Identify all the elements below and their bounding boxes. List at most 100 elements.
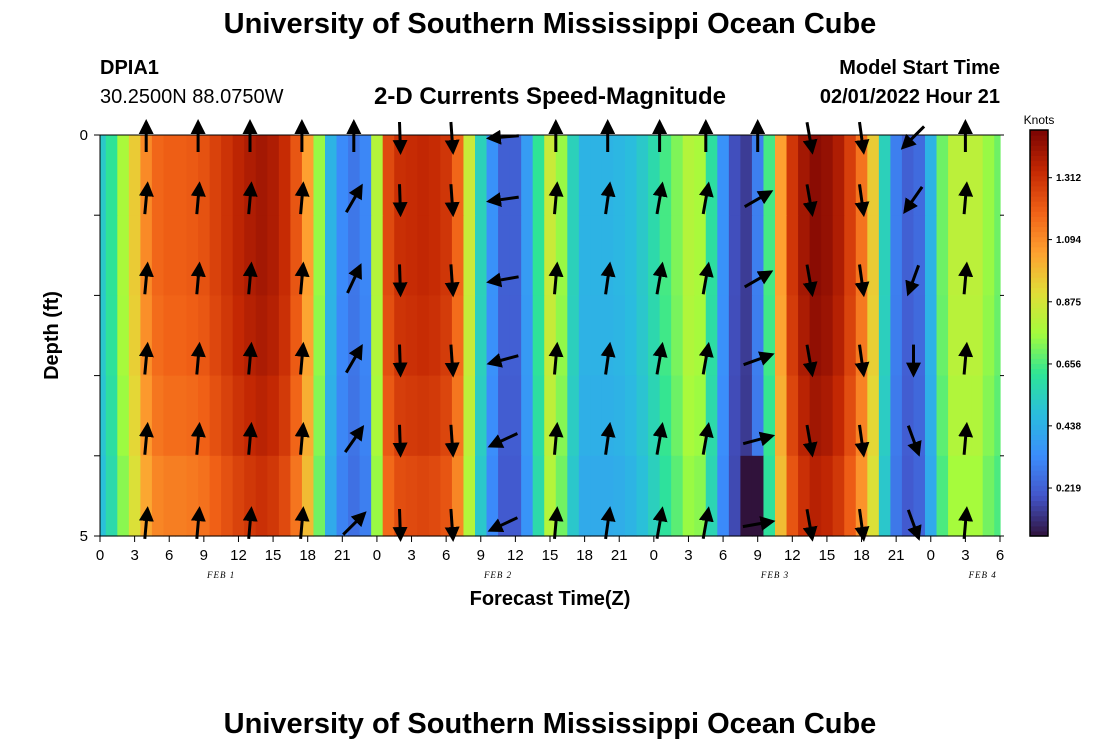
colorbar-tick-label: 0.438 (1056, 421, 1081, 432)
heatmap-cell (567, 215, 580, 296)
heatmap-cell (440, 295, 453, 377)
colorbar-segment (1030, 165, 1048, 172)
y-tick-label: 0 (80, 127, 88, 144)
current-vector-arrow (900, 125, 926, 150)
heatmap-cell (509, 375, 522, 457)
colorbar-segment (1030, 439, 1048, 446)
colorbar-segment (1030, 333, 1048, 339)
heatmap-cell (751, 375, 765, 457)
heatmap-cell (636, 135, 649, 216)
heatmap-cell (221, 135, 234, 216)
heatmap-cell (867, 135, 880, 216)
heatmap-cell (221, 455, 234, 537)
heatmap-cell (555, 295, 568, 377)
current-vector-arrow (345, 344, 363, 374)
current-vector-arrow (138, 181, 154, 215)
colorbar-segment (1030, 353, 1048, 359)
heatmap-cell (809, 295, 822, 377)
heatmap-cell (740, 135, 753, 216)
colorbar-segment (1030, 404, 1048, 410)
heatmap-cell (555, 135, 568, 216)
heatmap-cell (117, 215, 130, 296)
current-vector-arrow (958, 421, 974, 455)
colorbar-segment (1030, 393, 1048, 400)
current-vector-arrow (600, 421, 616, 455)
heatmap-cell (278, 215, 291, 296)
heatmap-cell (359, 215, 372, 296)
heatmap-cell (798, 135, 811, 216)
current-vector-arrow (600, 261, 616, 295)
heatmap-cell (821, 135, 834, 216)
heatmap-cell (521, 295, 534, 377)
heatmap-cell (267, 135, 280, 216)
colorbar-segment (1030, 180, 1048, 187)
heatmap-cell (878, 375, 891, 457)
colorbar-segment (1030, 505, 1048, 512)
current-vector-arrow (346, 263, 362, 294)
heatmap-cell (590, 455, 603, 537)
heatmap-cell (948, 455, 961, 537)
colorbar-frame (1029, 129, 1049, 537)
heatmap-cell (751, 295, 765, 377)
current-vector-arrow (802, 121, 818, 155)
heatmap-cell (359, 375, 372, 457)
x-tick-label: 9 (200, 547, 208, 564)
current-vector-arrow (906, 509, 922, 541)
current-vector-arrow (392, 264, 408, 298)
heatmap-cell (198, 455, 211, 537)
current-vector-arrow (294, 261, 310, 295)
heatmap-cell (394, 215, 407, 296)
chart-title: University of Southern Mississippi Ocean… (223, 8, 877, 40)
heatmap-cell (498, 455, 511, 537)
colorbar-segment (1030, 459, 1048, 466)
heatmap-cell (751, 215, 765, 296)
heatmap-cell (117, 295, 130, 377)
heatmap-cell (428, 295, 441, 377)
heatmap-cell (498, 295, 511, 377)
colorbar-segment (1030, 251, 1048, 258)
x-tick-label: 15 (542, 547, 559, 564)
colorbar-segment (1030, 307, 1048, 314)
heatmap-cell (336, 215, 349, 296)
current-vector-arrow (742, 431, 776, 447)
colorbar-tick-label: 0.219 (1056, 484, 1081, 495)
heatmap-cell (463, 135, 476, 216)
heatmap-cell (486, 135, 499, 216)
current-vector-arrow (294, 341, 310, 375)
heatmap-cell (336, 295, 349, 377)
heatmap-cell (855, 135, 868, 216)
heatmap-cell (128, 455, 141, 537)
heatmap-cell (878, 215, 891, 296)
heatmap-cell (590, 215, 603, 296)
heatmap-cell (255, 455, 268, 537)
heatmap-cell (255, 135, 268, 216)
heatmap-cell (151, 295, 165, 377)
heatmap-cell (451, 455, 465, 537)
heatmap-cell (613, 295, 626, 377)
colorbar-segment (1030, 277, 1048, 283)
heatmap-cell (509, 295, 522, 377)
x-tick-label: 3 (407, 547, 415, 564)
heatmap-cell (786, 135, 799, 216)
heatmap-cell (336, 375, 349, 457)
colorbar-segment (1030, 317, 1048, 324)
heatmap-cell (821, 455, 834, 537)
current-vector-arrow (652, 181, 668, 215)
current-vector-arrow (392, 184, 408, 218)
colorbar-segment (1030, 246, 1048, 253)
heatmap-cell (659, 375, 672, 457)
current-vector-arrow (342, 511, 367, 536)
x-tick-label: 15 (265, 547, 282, 564)
heatmap-cell (475, 455, 488, 537)
colorbar-segment (1030, 470, 1048, 476)
heatmap-cell (925, 135, 938, 216)
heatmap-cell (625, 135, 638, 216)
heatmap-cell (925, 455, 938, 537)
chart-subtitle: 2-D Currents Speed-Magnitude (373, 83, 727, 110)
colorbar-tick-label: 0.875 (1056, 297, 1081, 308)
heatmap-cell (498, 215, 511, 296)
heatmap-cell (394, 375, 407, 457)
current-vector-arrow (698, 261, 714, 295)
heatmap-cell (786, 375, 799, 457)
heatmap-cell (394, 135, 407, 216)
